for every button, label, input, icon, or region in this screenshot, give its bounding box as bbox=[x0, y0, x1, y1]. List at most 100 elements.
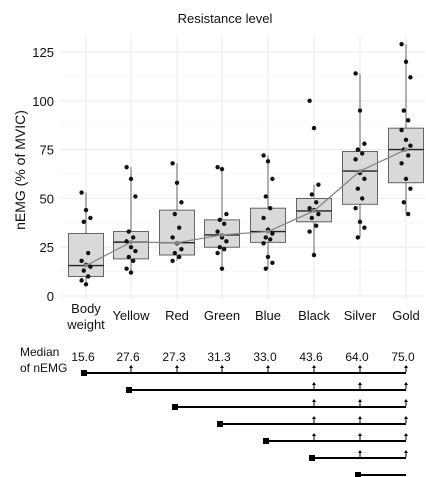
data-point bbox=[355, 235, 360, 240]
data-point bbox=[83, 282, 89, 287]
y-tick-label: 100 bbox=[32, 94, 54, 109]
data-point bbox=[170, 258, 175, 264]
data-point bbox=[362, 225, 367, 230]
table-label: of nEMG bbox=[20, 361, 67, 375]
median-value: 27.3 bbox=[162, 350, 186, 364]
data-point bbox=[215, 250, 220, 256]
data-point bbox=[311, 252, 317, 258]
data-point bbox=[270, 176, 275, 182]
comparison-start-marker bbox=[217, 421, 223, 427]
significance-arrow bbox=[312, 416, 316, 419]
y-tick-label: 0 bbox=[47, 289, 54, 304]
significance-arrow bbox=[404, 382, 408, 385]
median-marker bbox=[175, 240, 179, 245]
data-point bbox=[270, 231, 275, 236]
significance-arrow bbox=[358, 399, 362, 402]
table-label: Median bbox=[20, 345, 59, 359]
y-axis-label: nEMG (% of MVIC) bbox=[12, 110, 28, 230]
data-point bbox=[222, 221, 227, 226]
x-tick-label: Green bbox=[204, 308, 240, 323]
significance-arrow bbox=[358, 365, 362, 368]
median-value: 27.6 bbox=[116, 350, 140, 364]
data-point bbox=[172, 211, 177, 217]
data-point bbox=[131, 235, 136, 240]
data-point bbox=[263, 194, 268, 199]
data-point bbox=[261, 153, 266, 158]
data-point bbox=[406, 211, 411, 217]
data-point bbox=[408, 186, 413, 191]
data-point bbox=[399, 161, 404, 166]
data-point bbox=[314, 223, 319, 228]
data-point bbox=[268, 237, 273, 242]
data-point bbox=[172, 250, 177, 256]
data-point bbox=[357, 108, 363, 113]
data-point bbox=[307, 98, 312, 104]
x-tick-label: Blue bbox=[255, 308, 281, 323]
data-point bbox=[261, 215, 266, 221]
data-point bbox=[124, 266, 129, 271]
x-tick-label: Black bbox=[298, 308, 330, 323]
box bbox=[68, 233, 104, 277]
data-point bbox=[408, 75, 413, 80]
data-point bbox=[219, 166, 225, 172]
median-marker bbox=[129, 240, 133, 245]
x-tick-label: Body bbox=[71, 301, 101, 316]
significance-arrow bbox=[358, 382, 362, 385]
data-point bbox=[88, 215, 93, 221]
data-point bbox=[174, 180, 180, 185]
data-point bbox=[177, 254, 182, 260]
comparison-start-marker bbox=[263, 438, 269, 444]
data-point bbox=[403, 59, 409, 64]
data-point bbox=[360, 196, 365, 201]
data-point bbox=[79, 190, 84, 195]
comparison-start-marker bbox=[172, 404, 178, 410]
data-point bbox=[316, 182, 321, 187]
data-point bbox=[408, 143, 413, 148]
data-point bbox=[270, 260, 275, 266]
comparison-start-marker bbox=[309, 455, 315, 461]
data-point bbox=[399, 41, 404, 47]
data-point bbox=[126, 229, 131, 234]
data-point bbox=[316, 211, 321, 217]
data-point bbox=[401, 200, 406, 205]
comparison-start-marker bbox=[81, 370, 87, 376]
significance-arrow bbox=[220, 365, 224, 368]
significance-arrow bbox=[404, 365, 408, 368]
x-tick-label: Gold bbox=[392, 308, 419, 323]
median-trend-line bbox=[85, 149, 407, 267]
x-tick-label: Red bbox=[165, 308, 189, 323]
data-point bbox=[309, 192, 314, 197]
significance-arrow bbox=[358, 450, 362, 453]
data-point bbox=[307, 205, 312, 211]
y-axis: 0 25 50 75 100 125 bbox=[32, 45, 54, 304]
data-point bbox=[355, 186, 360, 191]
significance-arrow bbox=[358, 416, 362, 419]
median-marker bbox=[404, 147, 408, 152]
data-point bbox=[215, 164, 220, 170]
median-value: 43.6 bbox=[299, 350, 323, 364]
data-point bbox=[128, 245, 134, 250]
data-point bbox=[81, 268, 87, 273]
data-point bbox=[265, 254, 271, 260]
data-point bbox=[360, 151, 365, 156]
data-point bbox=[406, 153, 411, 158]
median-marker bbox=[312, 208, 316, 213]
data-point bbox=[131, 258, 136, 264]
comparison-start-marker bbox=[355, 472, 361, 477]
median-value: 64.0 bbox=[345, 350, 369, 364]
data-point bbox=[217, 217, 222, 223]
significance-arrow bbox=[312, 399, 316, 402]
y-tick-label: 25 bbox=[40, 240, 54, 255]
data-point bbox=[81, 219, 87, 225]
data-point bbox=[362, 141, 367, 146]
data-point bbox=[406, 118, 411, 123]
median-marker bbox=[220, 232, 224, 237]
median-value: 33.0 bbox=[253, 350, 277, 364]
data-point bbox=[124, 239, 129, 244]
data-point bbox=[177, 225, 182, 230]
median-trend bbox=[84, 147, 408, 268]
data-point bbox=[401, 108, 406, 113]
data-point bbox=[179, 246, 184, 252]
